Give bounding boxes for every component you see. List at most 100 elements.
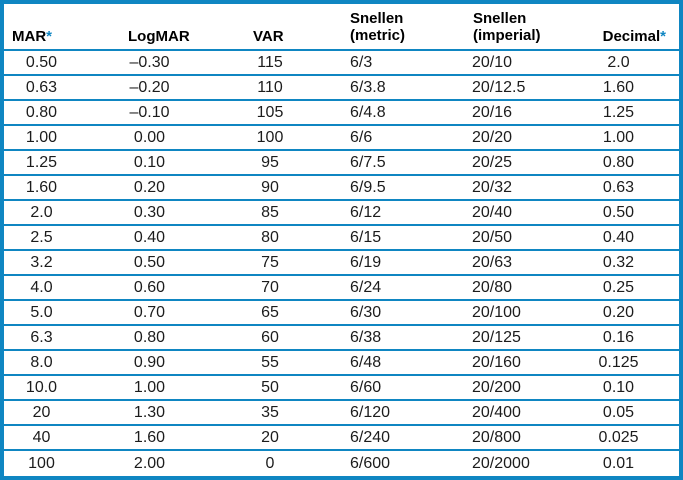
table-row: 2.5 0.40 80 6/15 20/50 0.40 [4, 226, 679, 251]
table-cell: 20/10 [472, 53, 513, 71]
table-row: 2.0 0.30 85 6/12 20/40 0.50 [4, 201, 679, 226]
table-cell: 60 [261, 328, 279, 346]
table-cell: 20/25 [472, 153, 513, 171]
table-cell: 6/600 [350, 454, 391, 472]
table-cell: 10.0 [25, 378, 58, 396]
table-cell: 0.80 [133, 328, 166, 346]
table-row: 8.0 0.90 55 6/48 20/160 0.125 [4, 351, 679, 376]
table-cell: 0.20 [602, 303, 635, 321]
table-cell: 0.40 [133, 228, 166, 246]
table-cell: 0.63 [25, 78, 58, 96]
table-cell: 1.60 [25, 178, 58, 196]
table-cell: 20/63 [472, 253, 513, 271]
table-row: 100 2.00 0 6/600 20/2000 0.01 [4, 451, 679, 476]
column-header-sublabel: (imperial) [473, 27, 541, 45]
table-cell: 2.00 [133, 454, 166, 472]
table-cell: 20/12.5 [472, 78, 526, 96]
table-cell: 2.0 [30, 203, 53, 221]
table-cell: 0.32 [602, 253, 635, 271]
table-cell: 0.16 [602, 328, 635, 346]
table-cell: 6/12 [350, 203, 382, 221]
table-cell: 6/4.8 [350, 103, 386, 121]
column-header-snellen-metric: Snellen (metric) [320, 4, 455, 49]
table-cell: 100 [256, 128, 284, 146]
table-cell: 0.20 [133, 178, 166, 196]
table-cell: –0.20 [129, 78, 170, 96]
table-cell: 6/3 [350, 53, 373, 71]
column-header-mar: MAR * [4, 4, 79, 49]
table-header-row: MAR * LogMAR VAR Snellen (metric) Snellen… [4, 4, 679, 51]
table-cell: 0.10 [133, 153, 166, 171]
table-cell: 70 [261, 278, 279, 296]
table-cell: 6/30 [350, 303, 382, 321]
table-cell: 6/120 [350, 403, 391, 421]
column-header-label: Snellen [473, 9, 527, 27]
table-cell: 90 [261, 178, 279, 196]
table-cell: 5.0 [30, 303, 53, 321]
table-cell: 0.80 [602, 153, 635, 171]
table-cell: 6/3.8 [350, 78, 386, 96]
table-row: 0.80 –0.10 105 6/4.8 20/16 1.25 [4, 101, 679, 126]
table-cell: 0.125 [598, 353, 639, 371]
table-cell: 0 [265, 454, 275, 472]
table-row: 0.63 –0.20 110 6/3.8 20/12.5 1.60 [4, 76, 679, 101]
table-cell: 6/60 [350, 378, 382, 396]
table-cell: 20/400 [472, 403, 521, 421]
table-cell: 110 [257, 78, 283, 96]
table-cell: 80 [261, 228, 279, 246]
table-cell: 20/32 [472, 178, 513, 196]
table-cell: 65 [261, 303, 279, 321]
column-header-label: Decimal [602, 27, 661, 45]
table-cell: 20/50 [472, 228, 513, 246]
table-cell: 20 [261, 428, 279, 446]
table-row: 4.0 0.60 70 6/24 20/80 0.25 [4, 276, 679, 301]
table-cell: 20/160 [472, 353, 521, 371]
table-cell: 0.00 [133, 128, 166, 146]
table-cell: 2.0 [607, 53, 630, 71]
table-cell: 100 [28, 454, 55, 472]
column-header-sublabel: (metric) [350, 27, 406, 45]
table-cell: 0.40 [602, 228, 635, 246]
table-cell: 6/48 [350, 353, 382, 371]
table-cell: 55 [261, 353, 279, 371]
table-cell: –0.10 [129, 103, 170, 121]
column-header-label: LogMAR [128, 27, 190, 45]
table-cell: 1.60 [602, 78, 635, 96]
table-cell: 20/200 [472, 378, 521, 396]
table-cell: 0.025 [598, 428, 639, 446]
column-header-label: Snellen [350, 9, 404, 27]
table-cell: 3.2 [30, 253, 53, 271]
table-cell: 75 [261, 253, 279, 271]
table-cell: 20/2000 [472, 454, 530, 472]
table-row: 20 1.30 35 6/120 20/400 0.05 [4, 401, 679, 426]
table-cell: 1.60 [133, 428, 166, 446]
table-cell: 1.00 [133, 378, 166, 396]
table-cell: 0.63 [602, 178, 635, 196]
table-row: 1.00 0.00 100 6/6 20/20 1.00 [4, 126, 679, 151]
table-row: 5.0 0.70 65 6/30 20/100 0.20 [4, 301, 679, 326]
table-cell: 0.90 [133, 353, 166, 371]
table-cell: 20 [32, 403, 51, 421]
table-cell: 6/7.5 [350, 153, 386, 171]
table-cell: 1.00 [602, 128, 635, 146]
table-row: 0.50 –0.30 115 6/3 20/10 2.0 [4, 51, 679, 76]
table-cell: 95 [261, 153, 279, 171]
table-cell: 2.5 [30, 228, 53, 246]
column-header-snellen-imperial: Snellen (imperial) [455, 4, 580, 49]
table-cell: 105 [256, 103, 284, 121]
table-cell: 6/240 [350, 428, 391, 446]
table-cell: 85 [261, 203, 279, 221]
table-cell: 6/6 [350, 128, 373, 146]
table-cell: 20/80 [472, 278, 513, 296]
table-cell: 6/19 [350, 253, 382, 271]
asterisk-marker: * [46, 27, 53, 45]
table-cell: 20/800 [472, 428, 521, 446]
table-row: 3.2 0.50 75 6/19 20/63 0.32 [4, 251, 679, 276]
table-cell: 20/20 [472, 128, 513, 146]
asterisk-marker: * [660, 27, 666, 45]
table-cell: 0.50 [602, 203, 635, 221]
table-cell: 1.25 [602, 103, 635, 121]
table-row: 10.0 1.00 50 6/60 20/200 0.10 [4, 376, 679, 401]
